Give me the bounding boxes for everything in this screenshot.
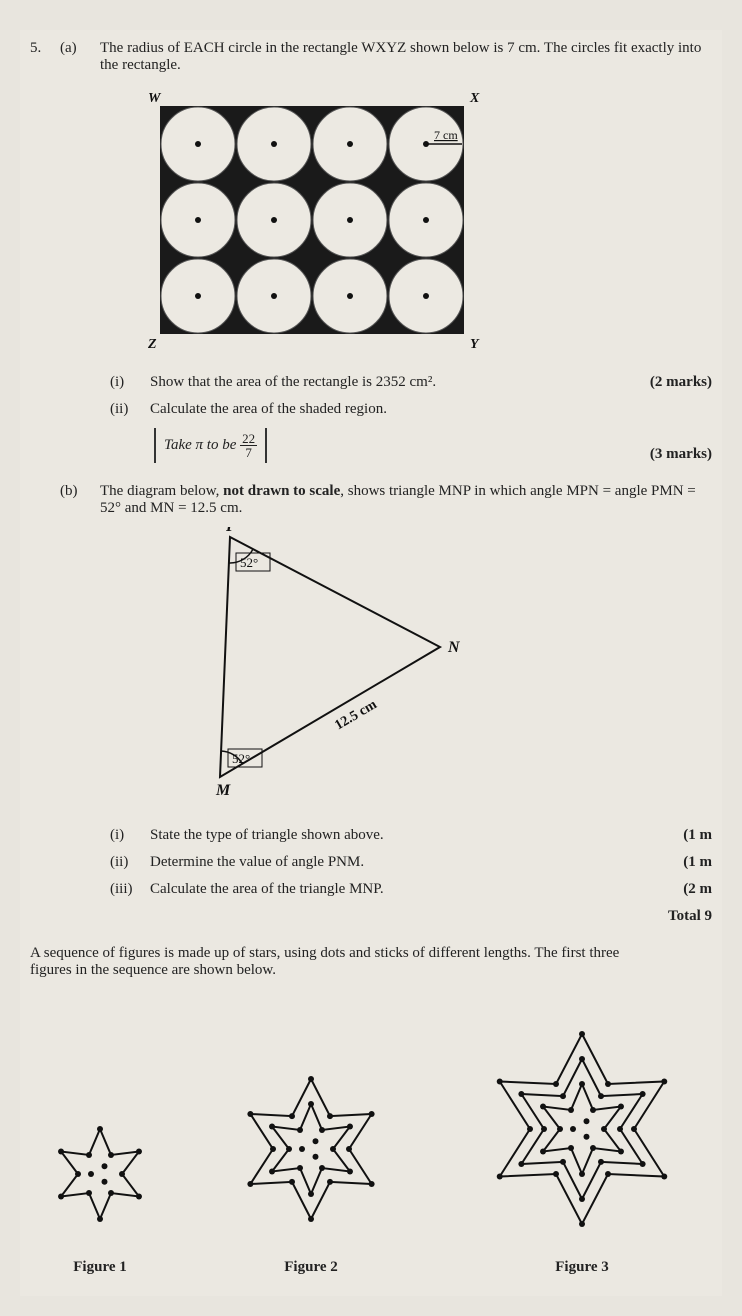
figure-1: Figure 1 bbox=[30, 1089, 170, 1276]
q5b-ii-text: Determine the value of angle PNM. bbox=[150, 854, 622, 871]
svg-text:52°: 52° bbox=[232, 751, 250, 766]
pi-num: 22 bbox=[240, 432, 257, 446]
svg-text:Z: Z bbox=[147, 337, 157, 352]
fig1-caption: Figure 1 bbox=[30, 1259, 170, 1276]
pi-note-wrap: Take π to be 22 7 bbox=[150, 428, 622, 463]
q5b-i-row: (i) State the type of triangle shown abo… bbox=[100, 827, 712, 844]
star-2-svg bbox=[206, 1039, 416, 1249]
figure-2: Figure 2 bbox=[206, 1039, 416, 1276]
q5b-iii-label: (iii) bbox=[100, 881, 150, 898]
q5b-intro-bold: not drawn to scale bbox=[223, 483, 340, 499]
q5b-i-label: (i) bbox=[100, 827, 150, 844]
svg-text:X: X bbox=[469, 91, 480, 106]
q5a-ii-marks: (3 marks) bbox=[622, 446, 712, 463]
pi-text: Take π to be bbox=[164, 437, 240, 453]
q5a-i-marks: (2 marks) bbox=[622, 374, 712, 391]
q5a-intro: The radius of EACH circle in the rectang… bbox=[100, 40, 712, 74]
svg-text:12.5 cm: 12.5 cm bbox=[332, 697, 379, 733]
q5b-ii-row: (ii) Determine the value of angle PNM. (… bbox=[100, 854, 712, 871]
svg-text:Y: Y bbox=[470, 337, 480, 352]
q5-number: 5. bbox=[30, 40, 60, 57]
star-figures: Figure 1 Figure 2 Figure 3 bbox=[30, 999, 712, 1276]
star-3-svg bbox=[452, 999, 712, 1249]
triangle-wrap: 52° 52° P N M 12.5 cm bbox=[30, 527, 712, 807]
svg-text:W: W bbox=[148, 91, 162, 106]
svg-text:M: M bbox=[215, 782, 231, 799]
svg-text:7 cm: 7 cm bbox=[434, 128, 458, 142]
figure-3: Figure 3 bbox=[452, 999, 712, 1276]
q5b-i-text: State the type of triangle shown above. bbox=[150, 827, 622, 844]
q5b-label: (b) bbox=[60, 483, 100, 500]
q5-header: 5. (a) The radius of EACH circle in the … bbox=[30, 40, 712, 74]
q5b-iii-marks: (2 m bbox=[622, 881, 712, 898]
star-1-svg bbox=[30, 1089, 170, 1249]
seq-intro: A sequence of figures is made up of star… bbox=[30, 945, 632, 979]
q5b-iii-row: (iii) Calculate the area of the triangle… bbox=[100, 881, 712, 898]
q5b-row: (b) The diagram below, not drawn to scal… bbox=[30, 483, 712, 517]
pi-den: 7 bbox=[240, 446, 257, 459]
q5b-ii-marks: (1 m bbox=[622, 854, 712, 871]
q5a-ii-label: (ii) bbox=[100, 401, 150, 418]
q5b-ii-label: (ii) bbox=[100, 854, 150, 871]
q5a-i-row: (i) Show that the area of the rectangle … bbox=[100, 374, 712, 391]
fig3-caption: Figure 3 bbox=[452, 1259, 712, 1276]
q5a-i-label: (i) bbox=[100, 374, 150, 391]
pi-note: Take π to be 22 7 bbox=[154, 428, 267, 463]
svg-text:52°: 52° bbox=[240, 555, 258, 570]
q5a-i-text: Show that the area of the rectangle is 2… bbox=[150, 374, 622, 391]
q5b-i-marks: (1 m bbox=[622, 827, 712, 844]
svg-text:P: P bbox=[225, 527, 236, 535]
svg-text:N: N bbox=[447, 639, 461, 656]
pi-fraction: 22 7 bbox=[240, 432, 257, 459]
exam-page: 5. (a) The radius of EACH circle in the … bbox=[20, 30, 722, 1296]
circles-diagram: 7 cm W X Y Z bbox=[140, 84, 500, 364]
q5a-label: (a) bbox=[60, 40, 100, 57]
circles-diagram-wrap: 7 cm W X Y Z bbox=[140, 84, 712, 364]
q5b-intro-before: The diagram below, bbox=[100, 483, 223, 499]
q5a-ii-row: (ii) Calculate the area of the shaded re… bbox=[100, 401, 712, 463]
q5b-iii-text: Calculate the area of the triangle MNP. bbox=[150, 881, 622, 898]
q5b-total-row: Total 9 bbox=[30, 908, 712, 925]
q5b-intro: The diagram below, not drawn to scale, s… bbox=[100, 483, 712, 517]
triangle-diagram: 52° 52° P N M 12.5 cm bbox=[150, 527, 510, 807]
q5a-ii-text: Calculate the area of the shaded region. bbox=[150, 401, 622, 418]
q5a-ii-body: Calculate the area of the shaded region.… bbox=[150, 401, 622, 463]
fig2-caption: Figure 2 bbox=[206, 1259, 416, 1276]
q5b-total: Total 9 bbox=[622, 908, 712, 925]
